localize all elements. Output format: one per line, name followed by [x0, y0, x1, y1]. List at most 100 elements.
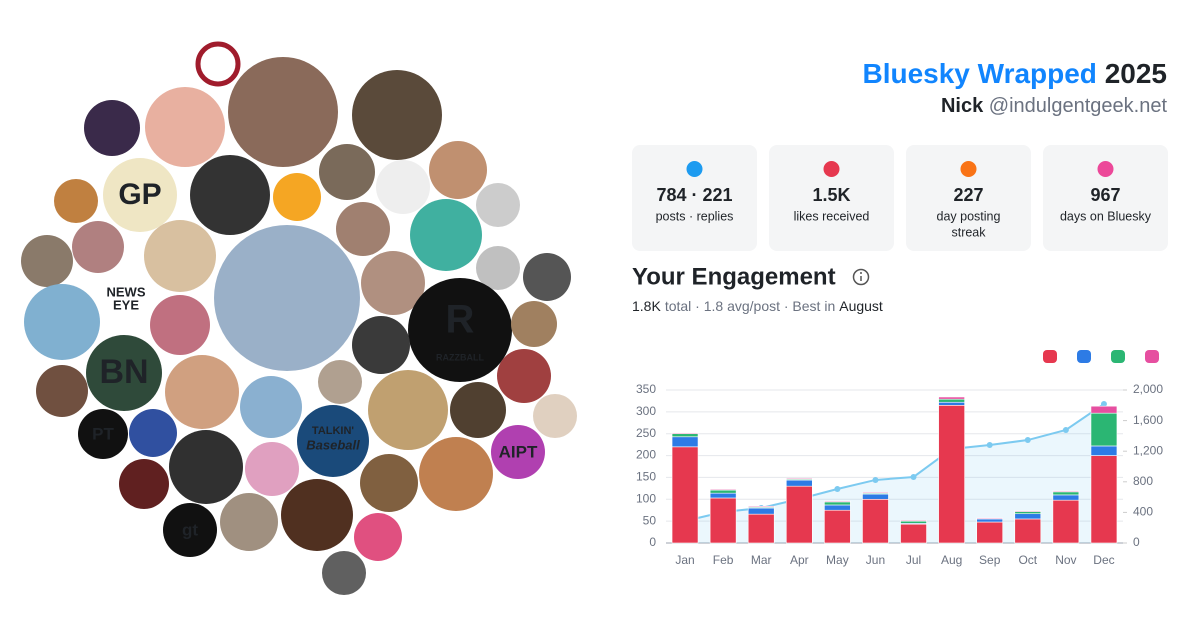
- bar-segment: [785, 479, 813, 487]
- x-tick-label: Aug: [941, 553, 962, 567]
- avatar: [476, 183, 520, 227]
- avatar: [144, 220, 216, 292]
- y-tick-label: 350: [636, 382, 656, 396]
- avatar-label: BN: [99, 353, 148, 391]
- avatar: [190, 155, 270, 235]
- avatar: [368, 370, 448, 450]
- avatar: [273, 173, 321, 221]
- y-tick-label: 300: [636, 404, 656, 418]
- x-tick-label: Jun: [866, 553, 885, 567]
- avatar: [165, 355, 239, 429]
- avatar: [72, 221, 124, 273]
- bar-segment: [671, 446, 699, 544]
- avatar: [352, 316, 410, 374]
- x-tick-label: Apr: [790, 553, 809, 567]
- section-title: Your Engagement: [632, 263, 836, 290]
- bar-segment: [1090, 405, 1118, 414]
- avatar: [78, 409, 128, 459]
- title-brand: Bluesky Wrapped: [862, 58, 1096, 89]
- summary-total: 1.8K: [632, 298, 661, 314]
- legend-icon: [1043, 350, 1057, 363]
- stat-card: [632, 145, 757, 251]
- legend-icon: [1111, 350, 1125, 363]
- bar-segment: [862, 493, 889, 500]
- avatar: [281, 479, 353, 551]
- x-tick-label: Feb: [713, 553, 734, 567]
- bar-segment: [976, 518, 1004, 523]
- stat-card: [1043, 145, 1168, 251]
- bar-segment: [824, 500, 851, 503]
- avatar-label: RAZZBALL: [436, 352, 484, 362]
- bar-segment: [938, 396, 965, 400]
- line-area: [685, 403, 1104, 543]
- avatar: [429, 141, 487, 199]
- x-tick-label: May: [826, 553, 849, 567]
- x-tick-label: Oct: [1018, 553, 1037, 567]
- avatar: [150, 295, 210, 355]
- avatar: [491, 425, 545, 479]
- avatar: [376, 160, 430, 214]
- legend-icon: [1145, 350, 1159, 363]
- bar-segment: [1014, 511, 1042, 515]
- bar-segment: [862, 498, 889, 544]
- info-icon[interactable]: [852, 268, 870, 286]
- avatar-cloud: GP R RAZZBALL BN PT TALKIN'Baseball AIPT gt NEWS…: [21, 41, 577, 595]
- y-tick-label: 100: [636, 491, 656, 505]
- avatar: [322, 551, 366, 595]
- bar-segment: [671, 432, 699, 435]
- avatar: [24, 284, 100, 360]
- stat-label: days on Bluesky: [1060, 209, 1152, 223]
- info-icon-dot: [860, 272, 862, 274]
- avatar: [319, 144, 375, 200]
- bar-segment: [747, 507, 775, 515]
- legend-icon: [1077, 350, 1091, 363]
- line-point: [986, 442, 993, 449]
- avatar-label: GP: [118, 178, 161, 211]
- avatar: [533, 394, 577, 438]
- stat-label: posts · replies: [656, 209, 734, 223]
- avatar-label: TALKIN': [312, 425, 355, 437]
- avatar: [169, 430, 243, 504]
- x-tick-label: Nov: [1055, 553, 1076, 567]
- stat-icon: [960, 161, 977, 177]
- avatar: [360, 454, 418, 512]
- bar-segment: [709, 488, 737, 491]
- bar-segment: [938, 398, 965, 403]
- avatar-label: EYE: [113, 297, 139, 312]
- avatar-logo: [195, 41, 241, 87]
- avatar-label: gt: [182, 520, 198, 539]
- bar-segment: [1052, 490, 1080, 493]
- stat-value: 784 · 221: [656, 185, 732, 205]
- avatar: [450, 382, 506, 438]
- avatar: [103, 158, 177, 232]
- summary: 1.8K total · 1.8 avg/post · Best in August: [632, 298, 883, 314]
- bar-segment: [976, 517, 1004, 520]
- line-point: [1062, 427, 1069, 434]
- line-point: [1024, 437, 1031, 444]
- avatar: [408, 278, 512, 382]
- avatar: [129, 409, 177, 457]
- avatar: [419, 437, 493, 511]
- bar-segment: [1014, 510, 1042, 512]
- bar-segment: [824, 501, 851, 506]
- avatar-label: NEWS: [107, 284, 146, 299]
- avatar: [318, 360, 362, 404]
- stat-icon: [1097, 161, 1114, 177]
- avatar-label: AIPT: [499, 442, 538, 461]
- user-handle: @indulgentgeek.net: [989, 95, 1168, 117]
- bar-segment: [709, 497, 737, 544]
- avatar: [145, 87, 225, 167]
- bar-segment: [1090, 412, 1118, 447]
- avatar: [54, 179, 98, 223]
- bar-segment: [709, 492, 737, 499]
- bar-segment: [1014, 518, 1042, 544]
- bar-segment: [1052, 499, 1080, 544]
- avatar: [214, 225, 360, 371]
- avatar: [361, 251, 425, 315]
- avatar: [410, 199, 482, 271]
- title-year: 2025: [1105, 58, 1167, 89]
- stat-value: 227: [953, 185, 983, 205]
- stat-card: [906, 145, 1031, 251]
- avatar-label: R: [446, 298, 475, 342]
